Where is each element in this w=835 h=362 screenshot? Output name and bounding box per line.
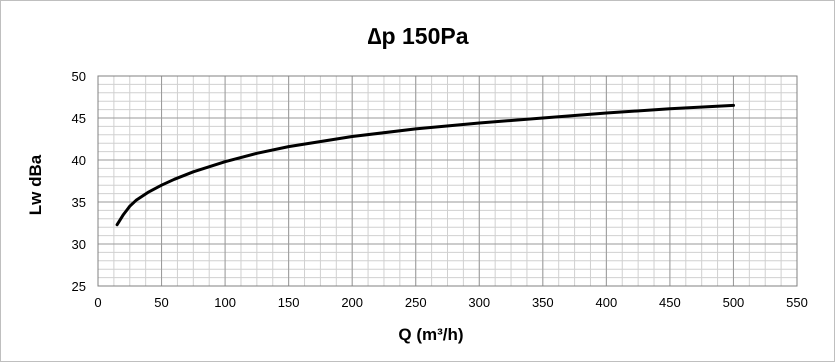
y-tick-label: 30: [72, 237, 86, 252]
y-tick-label: 50: [72, 69, 86, 84]
x-tick-label: 200: [341, 295, 363, 310]
x-tick-label: 100: [214, 295, 236, 310]
y-axis-label: Lw dBa: [26, 154, 45, 215]
plot-area: [97, 75, 798, 287]
x-tick-label: 300: [468, 295, 490, 310]
x-tick-label: 0: [94, 295, 101, 310]
x-axis-ticks: 0 50 100 150 200 250 300 350 400 450 500 550: [94, 295, 807, 310]
chart-title: ∆p 150Pa: [367, 23, 468, 49]
x-tick-label: 250: [405, 295, 427, 310]
x-tick-label: 450: [659, 295, 681, 310]
x-tick-label: 50: [154, 295, 168, 310]
x-tick-label: 350: [532, 295, 554, 310]
y-tick-label: 45: [72, 111, 86, 126]
x-axis-label: Q (m³/h): [398, 325, 463, 344]
y-axis-ticks: 25 30 35 40 45 50: [72, 69, 86, 294]
y-tick-label: 25: [72, 279, 86, 294]
series-layer: [115, 103, 735, 227]
y-tick-label: 40: [72, 153, 86, 168]
y-tick-label: 35: [72, 195, 86, 210]
series-line-1: [115, 103, 735, 227]
x-tick-label: 400: [596, 295, 618, 310]
x-tick-label: 550: [786, 295, 808, 310]
x-tick-label: 500: [723, 295, 745, 310]
x-tick-label: 150: [278, 295, 300, 310]
